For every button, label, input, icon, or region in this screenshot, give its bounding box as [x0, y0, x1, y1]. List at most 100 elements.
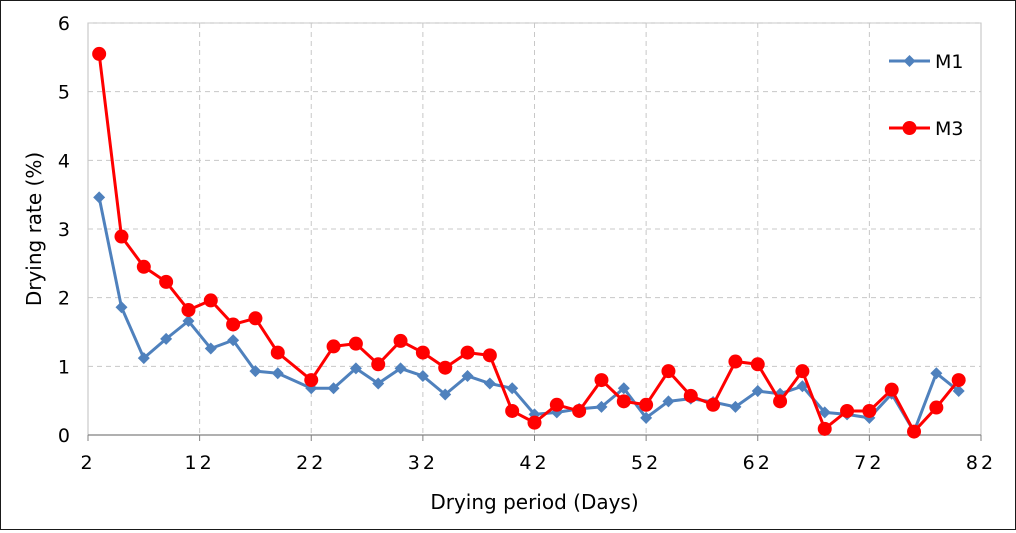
legend-item-m1: M1: [889, 51, 963, 73]
data-point: [181, 303, 196, 318]
data-point: [137, 352, 150, 365]
grid: [87, 22, 982, 436]
data-point: [818, 406, 831, 419]
y-tick-label: 5: [58, 82, 70, 104]
x-tick-label: 72: [854, 452, 884, 474]
data-point: [640, 411, 653, 424]
x-tick-label: 52: [631, 452, 661, 474]
data-point: [594, 373, 609, 388]
data-point: [438, 360, 453, 375]
x-tick-label: 2: [80, 452, 95, 474]
data-point: [683, 388, 698, 403]
data-point: [817, 421, 832, 436]
data-point: [115, 301, 128, 314]
data-point: [616, 394, 631, 409]
data-point: [951, 373, 966, 388]
legend: M1 M3: [889, 51, 963, 140]
legend-label: M1: [935, 51, 963, 73]
data-point: [729, 400, 742, 413]
data-point: [348, 336, 363, 351]
data-point: [204, 342, 217, 355]
data-point: [639, 397, 654, 412]
data-point: [862, 403, 877, 418]
data-point: [349, 362, 362, 375]
data-point: [460, 345, 475, 360]
data-point: [907, 424, 922, 439]
data-point: [483, 377, 496, 390]
data-point: [773, 394, 788, 409]
data-point: [840, 403, 855, 418]
data-point: [415, 345, 430, 360]
x-tick-label: 62: [743, 452, 773, 474]
series-m3: [92, 46, 966, 439]
data-point: [527, 415, 542, 430]
data-point: [327, 382, 340, 395]
data-point: [372, 377, 385, 390]
data-point: [271, 367, 284, 380]
data-point: [159, 274, 174, 289]
data-point: [506, 382, 519, 395]
legend-marker: [903, 55, 916, 67]
data-point: [371, 357, 386, 372]
x-tick-label: 22: [296, 452, 326, 474]
data-point: [750, 357, 765, 372]
data-point: [661, 364, 676, 379]
y-tick-label: 3: [58, 219, 70, 241]
data-point: [751, 385, 764, 398]
data-point: [416, 369, 429, 382]
data-point: [439, 388, 452, 401]
data-point: [929, 400, 944, 415]
data-point: [227, 334, 240, 347]
x-tick-label: 82: [966, 452, 996, 474]
y-tick-label: 0: [58, 425, 70, 447]
legend-label: M3: [935, 118, 963, 140]
data-point: [461, 369, 474, 382]
data-point: [930, 367, 943, 380]
data-point: [884, 382, 899, 397]
data-point: [595, 400, 608, 413]
data-point: [393, 333, 408, 348]
data-point: [248, 311, 263, 326]
data-point: [136, 259, 151, 274]
data-point: [706, 397, 721, 412]
series-layer: [92, 46, 966, 439]
data-point: [304, 373, 319, 388]
data-point: [572, 403, 587, 418]
legend-item-m3: M3: [889, 118, 963, 140]
x-tick-label: 32: [408, 452, 438, 474]
data-point: [160, 332, 173, 345]
x-tick-label: 42: [519, 452, 549, 474]
data-point: [93, 191, 106, 204]
data-point: [326, 339, 341, 354]
data-point: [249, 365, 262, 378]
data-point: [226, 317, 241, 332]
y-tick-label: 6: [58, 13, 70, 35]
series-line-m3: [97, 53, 960, 434]
x-axis-title: Drying period (Days): [430, 490, 638, 514]
x-tick-label: 12: [185, 452, 215, 474]
data-point: [92, 46, 107, 61]
data-point: [795, 364, 810, 379]
legend-marker: [902, 121, 917, 135]
data-point: [270, 345, 285, 360]
data-point: [505, 403, 520, 418]
y-tick-label: 2: [58, 288, 70, 310]
series-line-m1: [97, 197, 960, 434]
y-axis-title: Drying rate (%): [22, 152, 46, 306]
data-point: [549, 397, 564, 412]
data-point: [182, 315, 195, 328]
y-tick-label: 1: [58, 356, 70, 378]
data-point: [662, 395, 675, 408]
data-point: [394, 362, 407, 375]
data-point: [114, 229, 129, 244]
y-tick-label: 4: [58, 150, 70, 172]
data-point: [617, 382, 630, 395]
data-point: [728, 354, 743, 369]
data-point: [203, 293, 218, 308]
data-point: [952, 385, 965, 398]
data-point: [482, 348, 497, 363]
data-point: [796, 380, 809, 393]
